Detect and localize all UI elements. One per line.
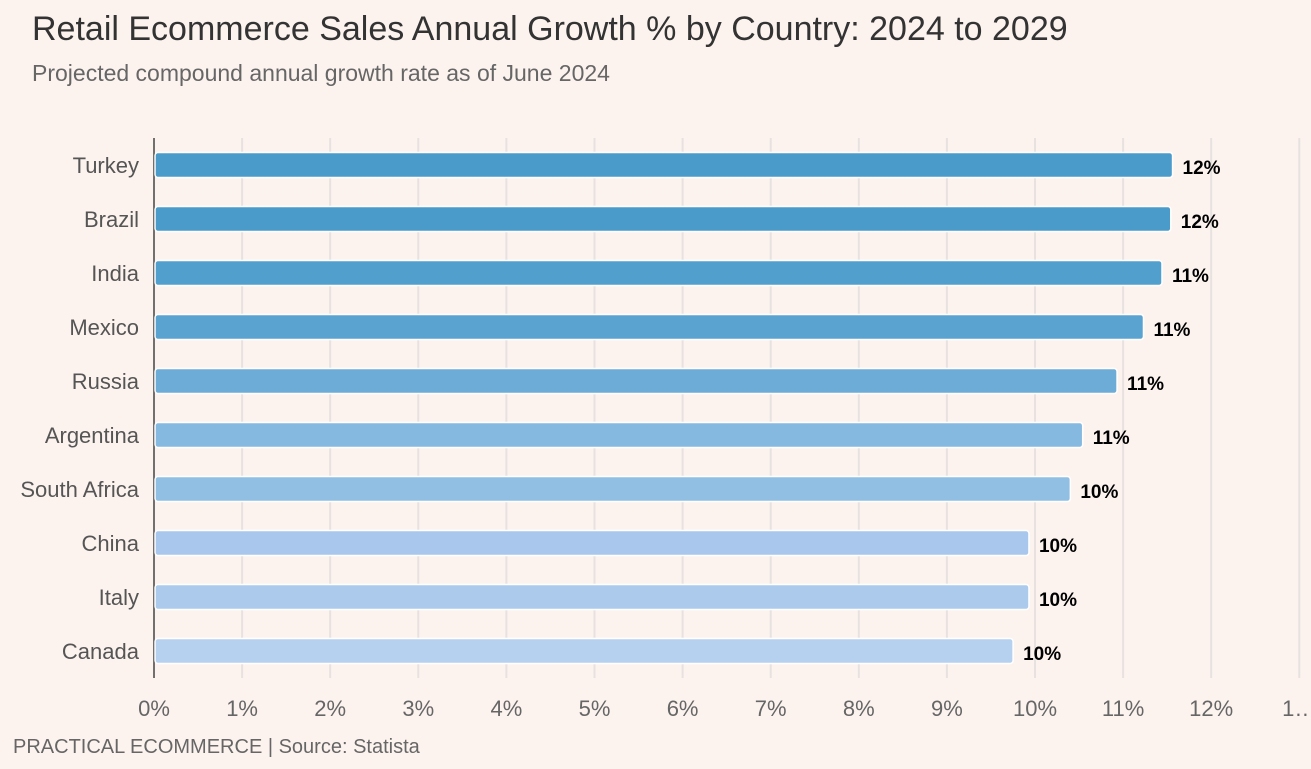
x-tick-label: 12% bbox=[1189, 696, 1233, 721]
category-label: Brazil bbox=[84, 207, 139, 232]
x-tick-label: 7% bbox=[755, 696, 787, 721]
x-tick-label: 8% bbox=[843, 696, 875, 721]
x-tick-label: 5% bbox=[579, 696, 611, 721]
x-tick-label: 10% bbox=[1013, 696, 1057, 721]
bar-argentina bbox=[154, 421, 1084, 449]
value-label: 10% bbox=[1023, 644, 1061, 665]
x-tick-label: 1… bbox=[1282, 696, 1311, 721]
x-tick-label: 1% bbox=[226, 696, 258, 721]
category-label: Canada bbox=[62, 639, 140, 664]
category-label: India bbox=[91, 261, 139, 286]
value-label: 11% bbox=[1153, 320, 1190, 341]
chart-title: Retail Ecommerce Sales Annual Growth % b… bbox=[32, 10, 1068, 48]
category-label: China bbox=[82, 531, 140, 556]
x-tick-label: 4% bbox=[491, 696, 523, 721]
bar-canada bbox=[154, 637, 1014, 665]
value-label: 11% bbox=[1172, 266, 1209, 287]
bar-india bbox=[154, 259, 1163, 287]
x-tick-label: 9% bbox=[931, 696, 963, 721]
value-label: 12% bbox=[1181, 212, 1219, 233]
value-label: 11% bbox=[1093, 428, 1130, 449]
value-label: 10% bbox=[1039, 590, 1077, 611]
bar-italy bbox=[154, 583, 1030, 611]
x-tick-label: 11% bbox=[1102, 696, 1144, 721]
bar-south-africa bbox=[154, 475, 1072, 503]
category-label: Turkey bbox=[73, 153, 139, 178]
bar-mexico bbox=[154, 313, 1145, 341]
value-label: 10% bbox=[1039, 536, 1077, 557]
x-tick-label: 6% bbox=[667, 696, 699, 721]
bar-china bbox=[154, 529, 1030, 557]
x-tick-label: 3% bbox=[402, 696, 434, 721]
category-label: South Africa bbox=[20, 477, 139, 502]
bar-russia bbox=[154, 367, 1118, 395]
value-label: 11% bbox=[1127, 374, 1164, 395]
x-tick-label: 2% bbox=[314, 696, 346, 721]
category-label: Mexico bbox=[69, 315, 139, 340]
x-tick-label: 0% bbox=[138, 696, 170, 721]
category-label: Argentina bbox=[45, 423, 140, 448]
bar-turkey bbox=[154, 151, 1174, 179]
category-label: Italy bbox=[99, 585, 139, 610]
bar-brazil bbox=[154, 205, 1172, 233]
value-label: 10% bbox=[1080, 482, 1118, 503]
value-label: 12% bbox=[1183, 158, 1221, 179]
source-footer: PRACTICAL ECOMMERCE | Source: Statista bbox=[13, 736, 420, 758]
category-label: Russia bbox=[72, 369, 140, 394]
chart-subtitle: Projected compound annual growth rate as… bbox=[32, 60, 610, 86]
